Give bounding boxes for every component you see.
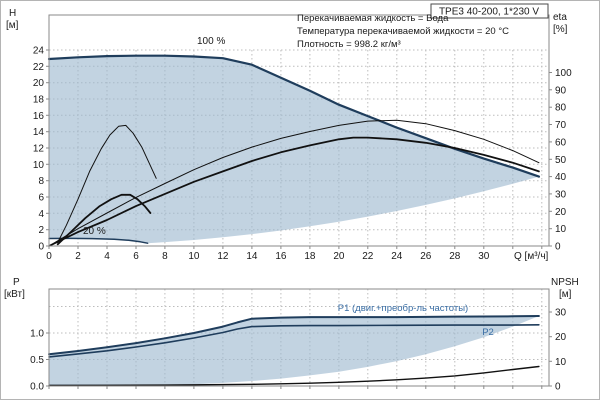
tick-label: 10 xyxy=(33,160,45,171)
p2-curve xyxy=(48,323,540,358)
tick-label: 20 xyxy=(333,251,345,262)
tick-label: 70 xyxy=(555,120,567,131)
tick-label: 0.5 xyxy=(30,355,44,366)
tick-label: 2 xyxy=(38,225,44,236)
tick-label: 20 xyxy=(555,332,567,343)
tick-label: 24 xyxy=(33,46,45,57)
npsh-axis-label: NPSH xyxy=(551,277,579,288)
tick-label: 10 xyxy=(555,224,567,235)
npsh-axis-unit: [м] xyxy=(559,289,572,300)
tick-label: 30 xyxy=(555,308,567,319)
tick-label: 20 xyxy=(555,207,567,218)
p2-curve-label: P2 xyxy=(482,327,494,338)
speed-20-label: 20 % xyxy=(83,226,106,237)
tick-label: 24 xyxy=(391,251,403,262)
h-axis-unit: [м] xyxy=(6,20,19,31)
fluid-info-line2: Температура перекачиваемой жидкости = 20… xyxy=(297,26,509,37)
p1-curve xyxy=(48,315,540,356)
eta-axis-label: eta xyxy=(553,12,567,23)
p-axis-unit: [кВт] xyxy=(4,289,25,300)
tick-label: 0.0 xyxy=(30,382,44,393)
h-axis-label: H xyxy=(9,8,16,19)
tick-label: 4 xyxy=(38,209,44,220)
plot-frame xyxy=(48,288,550,387)
tick-label: 4 xyxy=(104,251,110,262)
eta-axis-unit: [%] xyxy=(553,24,568,35)
qh-curve-20pct xyxy=(48,237,149,244)
eta-curve-pump-motor-duty xyxy=(56,193,152,246)
tick-label: 90 xyxy=(555,85,567,96)
tick-labels: 0 2 4 6 8 10 12 14 16 18 20 22 24 26 28 300246810121416… xyxy=(33,46,572,263)
tick-labels: 0.0 0.5 1.0 0 10 20 30 xyxy=(30,308,566,393)
tick-label: 20 xyxy=(33,78,45,89)
tick-label: 1.0 xyxy=(30,329,44,340)
tick-label: 30 xyxy=(478,251,490,262)
tick-label: 10 xyxy=(188,251,200,262)
power-npsh-chart: 0.0 0.5 1.0 0 10 20 30 xyxy=(30,288,567,393)
power-envelope xyxy=(49,316,539,386)
tick-label: 16 xyxy=(275,251,287,262)
tick-label: 22 xyxy=(33,62,45,73)
tick-label: 26 xyxy=(420,251,432,262)
tick-label: 28 xyxy=(449,251,461,262)
qh-curve-100pct xyxy=(47,54,541,178)
tick-label: 18 xyxy=(33,95,45,106)
tick-label: 18 xyxy=(304,251,316,262)
static-labels: H [м] TPE3 40-200, 1*230 V eta [%] Перек… xyxy=(4,3,579,338)
tick-label: 14 xyxy=(33,127,45,138)
eta-curve-pump-100pct xyxy=(48,119,540,247)
title-box xyxy=(430,3,549,19)
generated-chart-layers: 0 2 4 6 8 10 12 14 16 18 20 22 24 26 28 300246810121416… xyxy=(30,14,572,393)
eta-curve-pump-motor-100pct xyxy=(48,136,540,247)
tick-label: 16 xyxy=(33,111,45,122)
tick-label: 12 xyxy=(33,144,45,155)
tick-label: 8 xyxy=(162,251,168,262)
tick-label: 0 xyxy=(555,242,561,253)
tick-label: 100 xyxy=(555,68,572,79)
tick-label: 14 xyxy=(246,251,258,262)
tick-label: 12 xyxy=(217,251,229,262)
plot-frame xyxy=(48,14,550,247)
tick-label: 10 xyxy=(555,357,567,368)
eta-curve-pump-duty xyxy=(57,124,157,243)
pump-title: TPE3 40-200, 1*230 V xyxy=(439,7,539,18)
tick-label: 22 xyxy=(362,251,374,262)
fluid-info-line3: Плотность = 998.2 кг/м³ xyxy=(297,39,401,50)
axis-ticks xyxy=(46,49,552,249)
tick-label: 40 xyxy=(555,172,567,183)
qh-eta-chart: 0 2 4 6 8 10 12 14 16 18 20 22 24 26 28 300246810121416… xyxy=(33,14,572,263)
tick-label: 8 xyxy=(38,176,44,187)
p-axis-label: P xyxy=(13,277,20,288)
tick-label: 0 xyxy=(38,242,44,253)
tick-label: 6 xyxy=(133,251,139,262)
speed-100-label: 100 % xyxy=(197,36,225,47)
tick-label: 60 xyxy=(555,137,567,148)
tick-label: 50 xyxy=(555,155,567,166)
tick-label: 2 xyxy=(75,251,81,262)
npsh-curve xyxy=(48,365,540,387)
axis-ticks xyxy=(46,311,552,389)
tick-label: 6 xyxy=(38,193,44,204)
p1-curve-label: P1 (двиг.+преобр-ль частоты) xyxy=(338,303,468,314)
fluid-info-line1: Перекачиваемая жидкость = Вода xyxy=(297,13,449,24)
tick-label: 80 xyxy=(555,103,567,114)
tick-label: 0 xyxy=(555,382,561,393)
tick-label: 30 xyxy=(555,189,567,200)
q-axis-label: Q [м³/ч] xyxy=(514,251,549,262)
tick-label: 0 xyxy=(46,251,52,262)
